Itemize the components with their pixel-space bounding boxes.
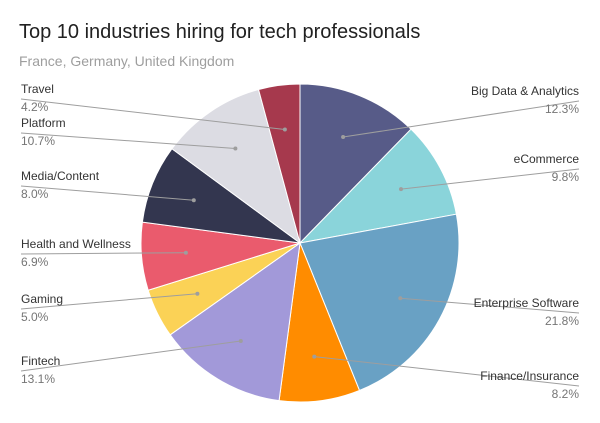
slice-label: Health and Wellness xyxy=(21,237,131,251)
slice-label: Media/Content xyxy=(21,169,100,183)
leader-dot xyxy=(238,339,243,343)
leader-line xyxy=(314,356,580,387)
slice-callout-enterprise-software: Enterprise Software 21.8% xyxy=(398,296,579,328)
leader-line xyxy=(343,100,580,138)
slice-percent-label: 12.3% xyxy=(545,102,579,116)
slice-label: Travel xyxy=(21,82,54,96)
leader-dot xyxy=(341,135,346,139)
slice-callout-media-content: Media/Content 8.0% xyxy=(20,169,196,203)
slice-callout-travel: Travel 4.2% xyxy=(20,82,287,132)
slice-label: Gaming xyxy=(21,292,63,306)
pie-slice-fintech xyxy=(169,241,301,402)
chart-subtitle: France, Germany, United Kingdom xyxy=(19,53,235,69)
leader-line xyxy=(20,252,186,255)
slice-callout-fintech: Fintech 13.1% xyxy=(20,339,243,386)
chart-title: Top 10 industries hiring for tech profes… xyxy=(19,21,421,43)
pie-slice-ecommerce xyxy=(298,128,457,244)
leader-dot xyxy=(312,354,317,359)
slice-percent-label: 8.0% xyxy=(21,187,49,201)
slice-callout-gaming: Gaming 5.0% xyxy=(20,291,200,324)
slice-label: Fintech xyxy=(21,354,60,368)
pie-slice-enterprise-software xyxy=(299,213,460,392)
leader-dot xyxy=(195,291,200,296)
leader-dot xyxy=(282,127,287,132)
slice-label: Enterprise Software xyxy=(474,296,580,310)
pie-slice-big-data-analytics xyxy=(299,83,412,245)
leader-line xyxy=(20,340,241,372)
slice-callout-health-and-wellness: Health and Wellness 6.9% xyxy=(20,237,188,269)
slice-label: Finance/Insurance xyxy=(480,369,579,383)
slice-label: eCommerce xyxy=(514,152,580,166)
slice-percent-label: 8.2% xyxy=(552,387,580,401)
slice-callout-platform: Platform 10.7% xyxy=(20,116,238,151)
slice-percent-label: 6.9% xyxy=(21,255,49,269)
slice-percent-label: 13.1% xyxy=(21,372,55,386)
slice-callout-finance-insurance: Finance/Insurance 8.2% xyxy=(312,354,580,401)
slice-callout-big-data-analytics: Big Data & Analytics 12.3% xyxy=(341,84,579,139)
slice-label: Big Data & Analytics xyxy=(471,84,579,98)
leader-dot xyxy=(398,296,403,301)
slice-percent-label: 4.2% xyxy=(21,100,49,114)
leader-dot xyxy=(399,187,403,192)
leader-dot xyxy=(183,250,188,255)
slice-percent-label: 10.7% xyxy=(21,134,55,148)
slice-percent-label: 21.8% xyxy=(545,314,579,328)
slice-percent-label: 9.8% xyxy=(552,170,580,184)
slice-callout-ecommerce: eCommerce 9.8% xyxy=(399,152,580,192)
leader-line xyxy=(400,168,580,190)
pie-slice-travel xyxy=(257,83,301,244)
leader-dot xyxy=(191,198,196,203)
leader-dot xyxy=(233,146,238,151)
leader-line xyxy=(20,185,194,201)
leader-line xyxy=(20,132,236,149)
slice-label: Platform xyxy=(21,116,66,130)
leader-line xyxy=(20,293,198,310)
leader-line xyxy=(20,98,285,130)
slice-percent-label: 5.0% xyxy=(21,310,49,324)
leader-line xyxy=(400,297,580,314)
